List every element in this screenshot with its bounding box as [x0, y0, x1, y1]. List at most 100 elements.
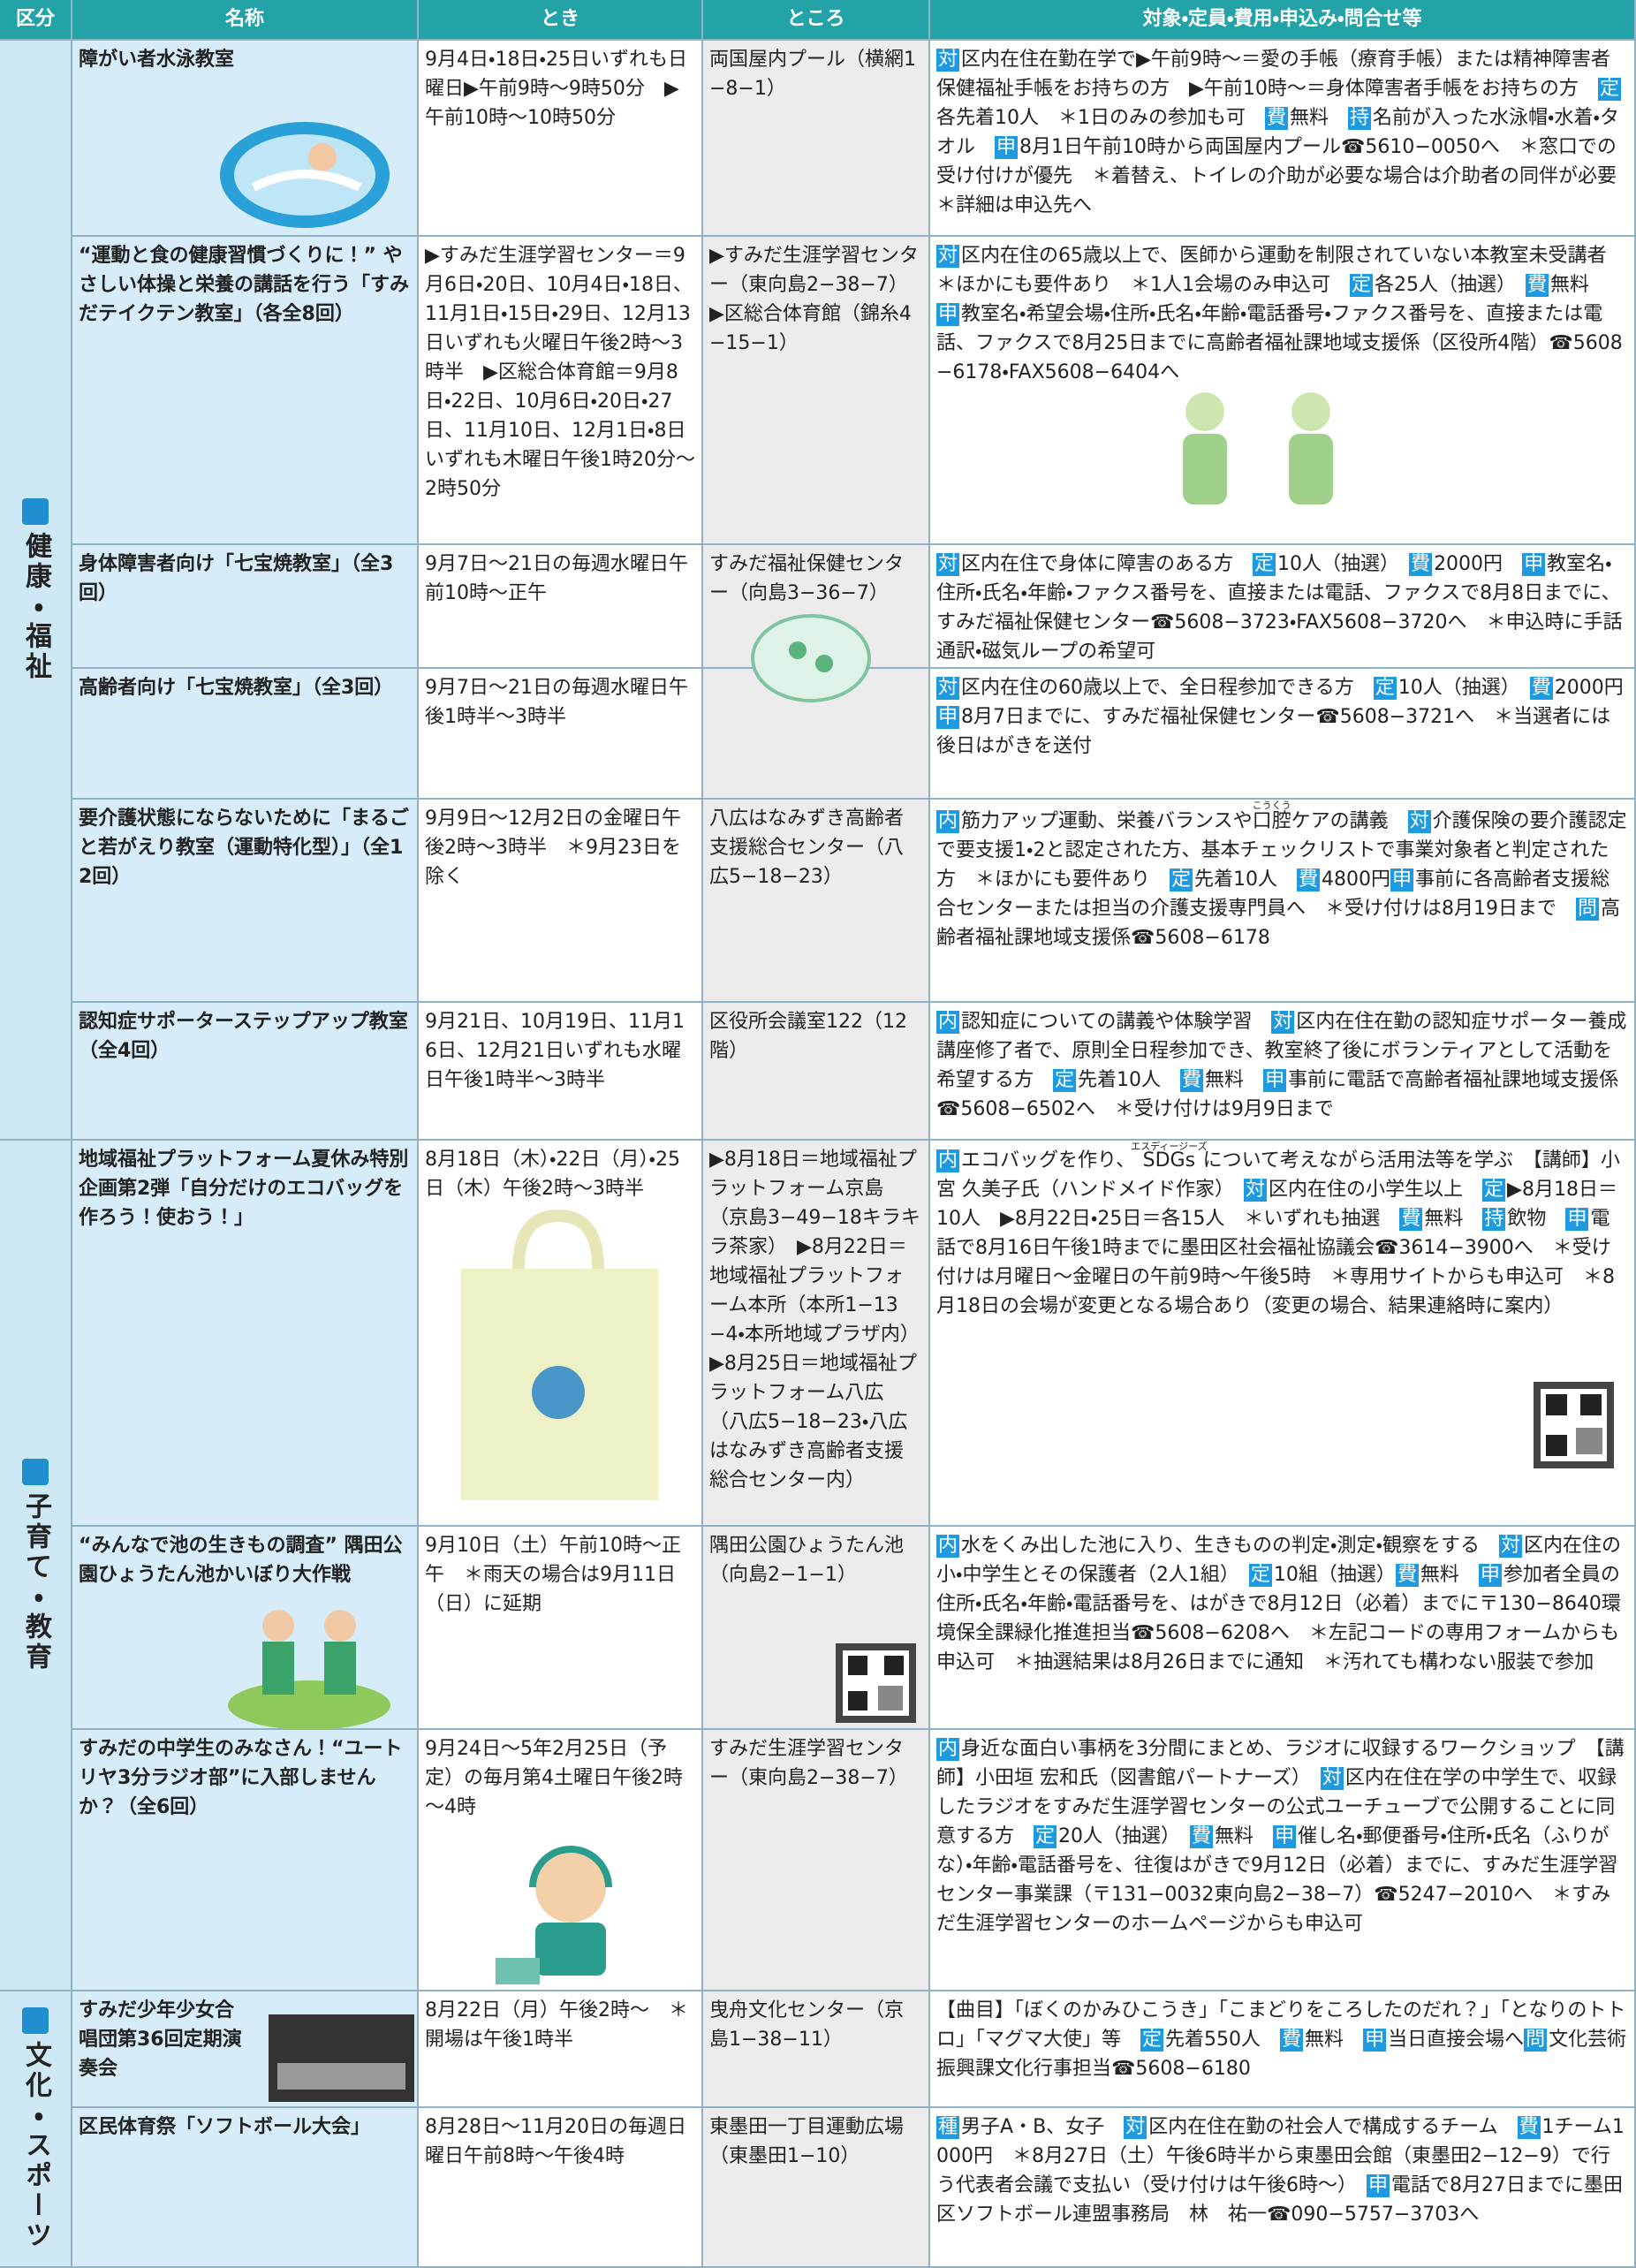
- detail-text: 10組（抽選）: [1273, 1564, 1396, 1586]
- badge: 種: [936, 2116, 960, 2139]
- event-date: 9月4日・18日・25日いずれも日曜日▶午前9時～9時50分 ▶午前10時～10…: [419, 41, 703, 237]
- badge: 対: [1271, 1011, 1295, 1034]
- event-name: “運動と食の健康習慣づくりに！” やさしい体操と栄養の講話を行う「すみだテイクテ…: [72, 237, 419, 545]
- event-place: 両国屋内プール（横網1−8−1）: [703, 41, 930, 237]
- qr-code: [1534, 1382, 1614, 1468]
- event-date: 8月28日～11月20日の毎週日曜日午前8時～午後4時: [419, 2108, 703, 2268]
- detail-text: 教室名・住所・氏名・年齢・ファクス番号を、直接または電話、ファクスで8月8日まで…: [936, 553, 1623, 663]
- swimmer-illustration: [220, 122, 390, 228]
- badge: 費: [1190, 1825, 1214, 1848]
- detail-text: 区内在住在勤在学で▶午前9時～＝愛の手帳（療育手帳）または精神障害者保健福祉手帳…: [936, 49, 1610, 100]
- badge: 費: [1280, 2029, 1304, 2052]
- detail-text: 区内在住在勤の社会人で構成するチーム: [1148, 2116, 1518, 2138]
- badge: 費: [1529, 677, 1553, 700]
- badge: 費: [1180, 1069, 1204, 1092]
- detail-text: 催し名・郵便番号・住所・氏名（ふりがな）・年齢・電話番号を、往復はがきで9月12…: [936, 1825, 1618, 1935]
- detail-text: 各先着10人 ＊1日のみの参加も可: [936, 107, 1265, 129]
- detail-text: エコバッグを作り、: [961, 1149, 1136, 1172]
- detail-text: 区内在住の小学生以上: [1269, 1179, 1483, 1201]
- badge: 申: [995, 136, 1019, 159]
- event-details: 内エコバッグを作り、SDGsエスディージーズについて考えながら活用法等を学ぶ 【…: [930, 1141, 1636, 1527]
- event-details: 対区内在住在勤在学で▶午前9時～＝愛の手帳（療育手帳）または精神障害者保健福祉手…: [930, 41, 1636, 237]
- detail-text: 教室名・希望会場・住所・氏名・年齢・電話番号・ファクス番号を、直接または電話、フ…: [936, 303, 1623, 383]
- badge: 内: [936, 1738, 960, 1761]
- badge: 持: [1348, 107, 1372, 130]
- badge: 対: [936, 49, 960, 72]
- badge: 対: [1498, 1535, 1522, 1558]
- badge: 定: [1034, 1825, 1057, 1848]
- event-place: ▶8月18日＝地域福祉プラットフォーム京島（京島3−49−18キラキラ茶家） ▶…: [703, 1141, 930, 1527]
- event-name: 身体障害者向け「七宝焼教室」（全3回）: [72, 545, 419, 669]
- detail-text: 区内在住の小・中学生とその保護者（2人1組）: [936, 1535, 1622, 1586]
- detail-text: 4800円: [1322, 869, 1391, 891]
- badge: 申: [1363, 2029, 1387, 2052]
- badge: 定: [1248, 1564, 1272, 1587]
- section-inner: 文化・スポーツ: [20, 2006, 51, 2251]
- event-details: 内筋力アップ運動、栄養バランスや口腔こうくうケアの講義 対介護保険の要介護認定で…: [930, 800, 1636, 1003]
- ruby-text: 口腔こうくう: [1253, 800, 1291, 832]
- event-details: 【曲目】「ぼくのかみひこうき」「こまどりをころしたのだれ？」「となりのトトロ」「…: [930, 1991, 1636, 2108]
- event-details: 対区内在住の65歳以上で、医師から運動を制限されていない本教室未受講者 ＊ほかに…: [930, 237, 1636, 545]
- badge: 内: [936, 1535, 960, 1558]
- detail-text: 高齢者福祉課地域支援係☎5608−6178: [936, 898, 1621, 949]
- badge: 定: [1053, 1069, 1077, 1092]
- event-details: 対区内在住の60歳以上で、全日程参加できる方 定 10人（抽選） 費 2000円 申…: [930, 669, 1636, 800]
- detail-text: 無料: [1305, 2029, 1364, 2051]
- badge: 申: [1263, 1069, 1287, 1092]
- detail-text: 男子A・B、女子: [961, 2116, 1125, 2138]
- ruby-base: SDGs: [1131, 1149, 1208, 1172]
- cloisonne-illustration: [751, 614, 871, 702]
- detail-text: 区内在住の60歳以上で、全日程参加できる方: [961, 677, 1374, 699]
- event-name: 認知症サポーターステップアップ教室（全4回）: [72, 1003, 419, 1141]
- detail-text: 身近な面白い事柄を3分間にまとめ、ラジオに収録するワークショップ 【講師】小田垣…: [936, 1738, 1625, 1789]
- detail-text: 事前に電話で高齢者福祉課地域支援係☎5608−6502へ ＊受け付けは9月9日ま…: [936, 1069, 1619, 1120]
- badge: 費: [1526, 274, 1549, 297]
- ruby-reading: こうくう: [1252, 800, 1291, 811]
- detail-text: ケアの講義: [1291, 810, 1408, 832]
- event-place: ▶すみだ生涯学習センター（東向島2−38−7） ▶区総合体育館（錦糸4−15−1…: [703, 237, 930, 545]
- badge: 内: [936, 1011, 960, 1034]
- detail-text: 無料: [1290, 107, 1349, 129]
- detail-text: 筋力アップ運動、栄養バランスや: [961, 810, 1253, 832]
- badge: 定: [1350, 274, 1374, 297]
- event-date: ▶すみだ生涯学習センター＝9月6日・20日、10月4日・18日、11月1日・15…: [419, 237, 703, 545]
- detail-text: 1チーム1000円 ＊8月27日（土）午後6時半から東墨田会館（東墨田2−12−…: [936, 2116, 1625, 2196]
- event-date: 9月10日（土）午前10時～正午 ＊雨天の場合は9月11日（日）に延期: [419, 1527, 703, 1730]
- section-text: 子育て・教育: [20, 1491, 51, 1673]
- event-details: 内認知症についての講義や体験学習 対区内在住在勤の認知症サポーター養成講座修了者…: [930, 1003, 1636, 1141]
- detail-text: 先着10人: [1078, 1069, 1181, 1091]
- detail-text: 2000円: [1434, 553, 1523, 575]
- section-inner: 子育て・教育: [20, 1458, 51, 1673]
- detail-text: 区内在住で身体に障害のある方: [961, 553, 1254, 575]
- detail-text: 認知症についての講義や体験学習: [961, 1011, 1272, 1033]
- event-details: 内水をくみ出した池に入り、生きものの判定・測定・観察をする 対区内在住の小・中学…: [930, 1527, 1636, 1730]
- badge: 定: [1140, 2029, 1164, 2052]
- badge: 対: [1320, 1767, 1344, 1790]
- badge: 定: [1253, 553, 1276, 576]
- detail-text: 各25人（抽選）: [1375, 274, 1526, 296]
- detail-text: 当日直接会場へ: [1388, 2029, 1525, 2051]
- badge: 費: [1395, 1564, 1419, 1587]
- badge: 問: [1576, 898, 1600, 921]
- ruby-reading: エスディージーズ: [1131, 1141, 1208, 1152]
- qr-code: [836, 1643, 916, 1723]
- badge: 持: [1482, 1208, 1506, 1231]
- ecobag-photo: [461, 1209, 658, 1500]
- detail-text: 10人（抽選）: [1277, 553, 1410, 575]
- ruby-text: SDGsエスディージーズ: [1131, 1141, 1207, 1172]
- column-header: 名称: [72, 0, 419, 41]
- event-name: 区民体育祭「ソフトボール大会」: [72, 2108, 419, 2268]
- badge: 定: [1170, 869, 1193, 891]
- event-place: 東墨田一丁目運動広場（東墨田1−10）: [703, 2108, 930, 2268]
- detail-text: ▶8月18日＝10人 ▶8月22日・25日＝各15人 ＊いずれも抽選: [936, 1179, 1617, 1230]
- column-header: 区分: [0, 0, 72, 41]
- detail-text: 先着550人: [1165, 2029, 1281, 2051]
- detail-text: 【曲目】「ぼくのかみひこうき」「こまどりをころしたのだれ？」「となりのトトロ」「…: [936, 1999, 1626, 2051]
- detail-text: 8月7日までに、すみだ福祉保健センター☎5608−3721へ ＊当選者には後日は…: [936, 706, 1611, 757]
- section-text: 健康・福祉: [20, 531, 51, 682]
- badge: 定: [1373, 677, 1397, 700]
- detail-text: 介護保険の要介護認定で要支援1・2と認定された方、基本チェックリストで事業対象者…: [936, 810, 1627, 891]
- detail-text: 区内在住の65歳以上で、医師から運動を制限されていない本教室未受講者 ＊ほかにも…: [936, 245, 1626, 296]
- badge: 申: [1478, 1564, 1502, 1587]
- section-icon: [22, 2006, 49, 2034]
